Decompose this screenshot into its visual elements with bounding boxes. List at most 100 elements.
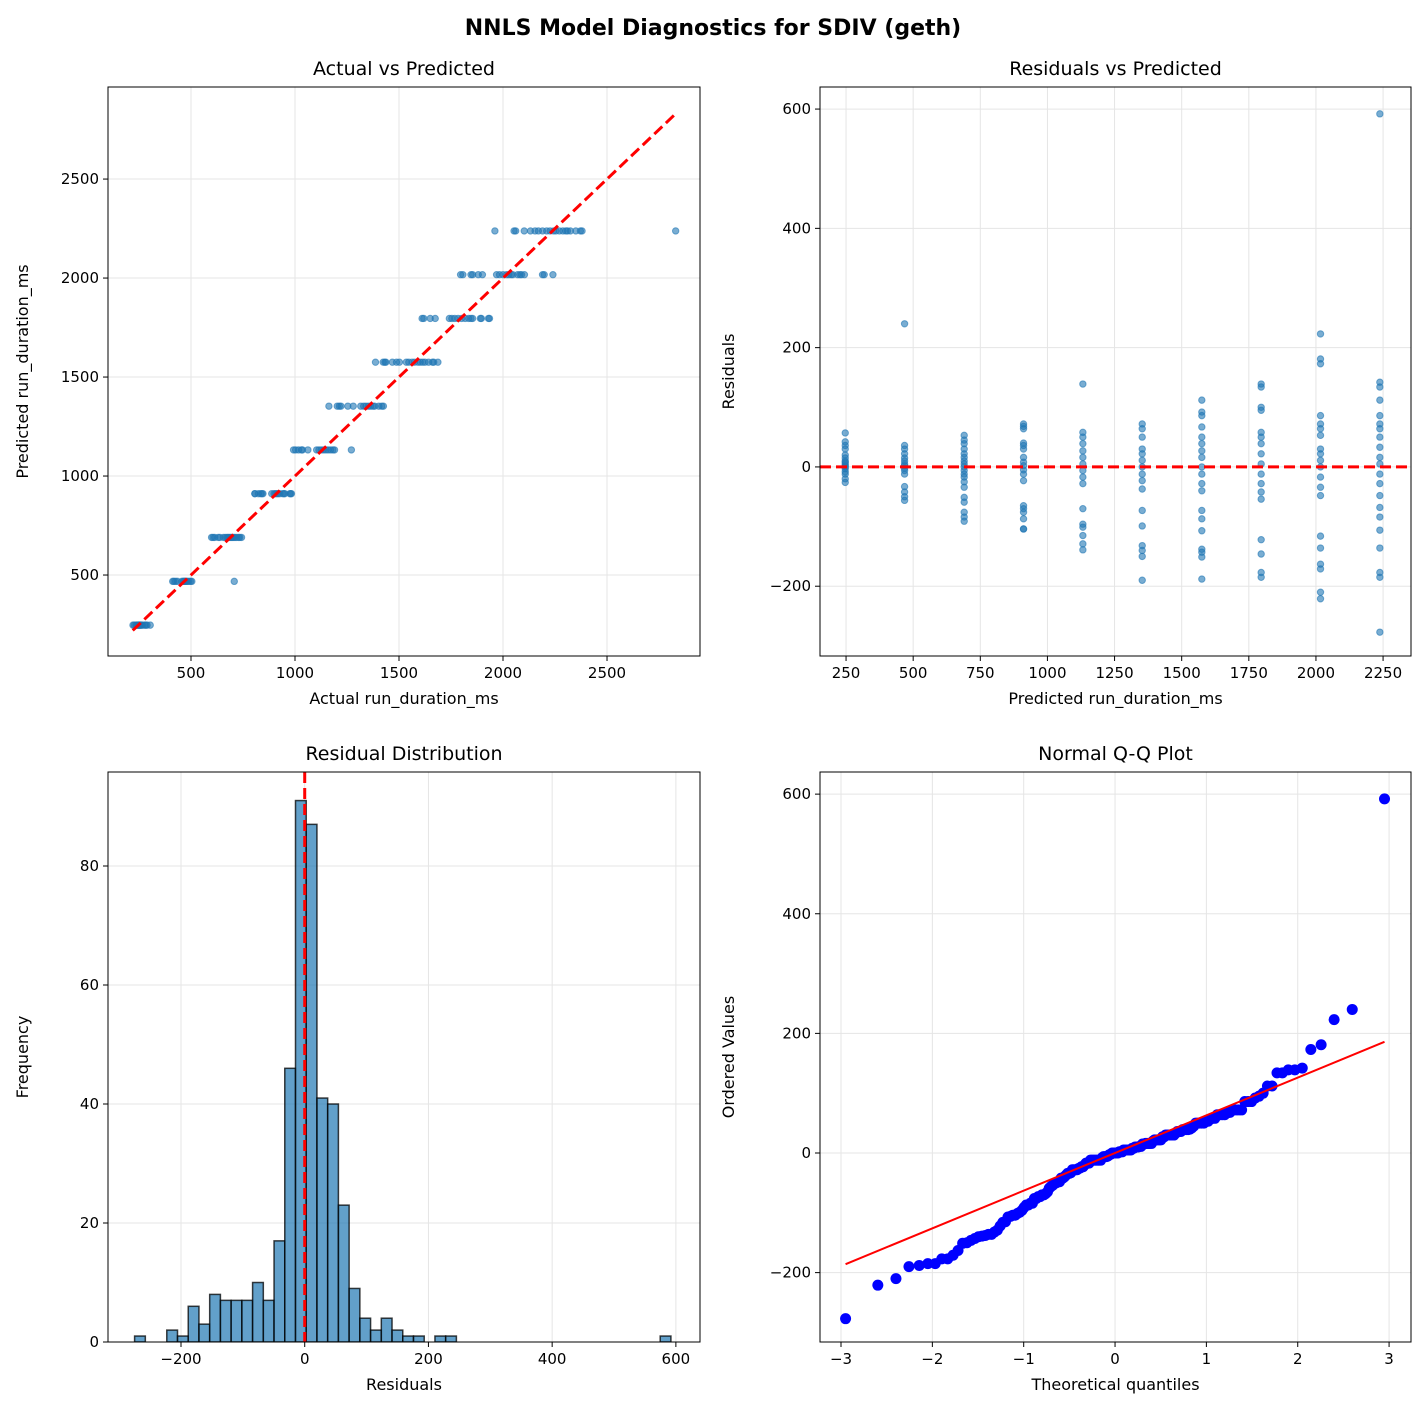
data-point (1079, 523, 1087, 531)
data-point (1316, 456, 1325, 465)
plot-area (840, 793, 1391, 1325)
y-tick-label: 500 (70, 566, 99, 584)
data-point (1316, 544, 1325, 552)
data-point (230, 577, 238, 586)
subplot-title: Residuals vs Predicted (1009, 58, 1222, 80)
data-point (491, 227, 499, 235)
data-point (1316, 360, 1325, 368)
histogram-bar (208, 1293, 222, 1342)
histogram-bar (273, 1240, 286, 1342)
qq-point (903, 1261, 915, 1273)
data-point (526, 227, 535, 235)
data-point (1138, 576, 1146, 584)
histogram-bar (326, 1103, 340, 1342)
histogram-bar (305, 823, 318, 1342)
y-tick-label: 200 (782, 339, 811, 357)
x-tick-label: 250 (832, 664, 861, 682)
data-point (1316, 411, 1325, 420)
y-tick-label: 600 (782, 785, 811, 803)
histogram-bar (262, 1299, 275, 1342)
data-point (960, 483, 968, 491)
data-point (289, 446, 298, 454)
data-point (510, 227, 518, 235)
data-point (1138, 425, 1146, 433)
data-point (1019, 508, 1028, 516)
data-point (1376, 411, 1384, 420)
data-point (1257, 433, 1265, 441)
data-point (1376, 425, 1384, 433)
data-point (549, 270, 557, 279)
data-point (1257, 450, 1265, 458)
qq-point (1315, 1039, 1327, 1051)
y-axis-label: Predicted run_duration_ms (13, 264, 33, 478)
qq-point (913, 1259, 925, 1271)
data-point (1376, 110, 1384, 118)
histogram-bar (284, 1067, 297, 1342)
plot-area (133, 772, 672, 1342)
y-tick-label: 400 (782, 219, 811, 237)
histogram-bar (316, 1097, 329, 1342)
y-tick-label: 1500 (61, 368, 99, 386)
data-point (1198, 575, 1206, 583)
data-point (1138, 506, 1146, 515)
data-point (900, 320, 909, 328)
data-point (456, 270, 465, 279)
data-point (1198, 433, 1206, 441)
qq-point (1305, 1044, 1317, 1056)
y-tick-label: 2000 (61, 269, 99, 287)
x-tick-label: 1500 (380, 664, 418, 682)
histogram-bar (198, 1323, 211, 1342)
data-point (900, 470, 909, 478)
data-point (168, 577, 177, 586)
data-point (1376, 453, 1384, 462)
data-point (484, 314, 493, 323)
data-point (1198, 506, 1206, 515)
qq-point (1328, 1014, 1340, 1026)
data-point (1316, 595, 1325, 603)
data-point (841, 478, 849, 487)
data-point (1316, 588, 1325, 596)
x-tick-label: 2500 (588, 664, 626, 682)
histogram-bar (369, 1329, 383, 1342)
data-point (445, 314, 454, 323)
qq-fit-line (845, 1040, 1385, 1266)
histogram-bar (348, 1287, 361, 1342)
histogram-bar (230, 1299, 243, 1342)
identity-line (131, 112, 677, 632)
x-axis-label: Residuals (366, 1375, 442, 1394)
data-point (388, 358, 397, 366)
data-point (1019, 476, 1028, 485)
data-point (1198, 479, 1206, 488)
y-tick-label: 2500 (61, 170, 99, 188)
data-point (1138, 470, 1146, 478)
y-tick-label: 600 (782, 100, 811, 118)
data-point (900, 496, 909, 505)
x-tick-label: 200 (414, 1350, 443, 1368)
qq-point (1379, 793, 1391, 805)
subplot-title: Normal Q-Q Plot (1038, 743, 1193, 765)
x-axis-label: Theoretical quantiles (1030, 1375, 1199, 1394)
subplot-1: 500 1000 1500 2000 2500 500 1000 1500 2000 2500 Ac… (13, 58, 701, 709)
data-point (1079, 531, 1087, 540)
x-tick-label: 1000 (1028, 664, 1066, 682)
data-point (1198, 527, 1206, 535)
data-point (467, 270, 475, 279)
plot-area (129, 112, 680, 632)
plot-area (820, 110, 1411, 636)
x-axis-label: Actual run_duration_ms (309, 689, 498, 709)
data-point (1257, 439, 1265, 448)
data-point (1138, 456, 1146, 465)
data-point (1376, 396, 1384, 404)
data-point (1376, 433, 1384, 441)
data-point (1257, 383, 1265, 391)
data-point (1376, 470, 1384, 478)
data-point (1019, 470, 1028, 478)
x-tick-label: 400 (538, 1350, 567, 1368)
histogram-bar (434, 1335, 447, 1342)
axes-frame (819, 86, 1412, 657)
data-point (379, 358, 387, 366)
data-point (1376, 526, 1384, 534)
data-point (325, 402, 333, 410)
y-tick-label: 0 (801, 458, 811, 476)
histogram-bar (241, 1299, 254, 1342)
